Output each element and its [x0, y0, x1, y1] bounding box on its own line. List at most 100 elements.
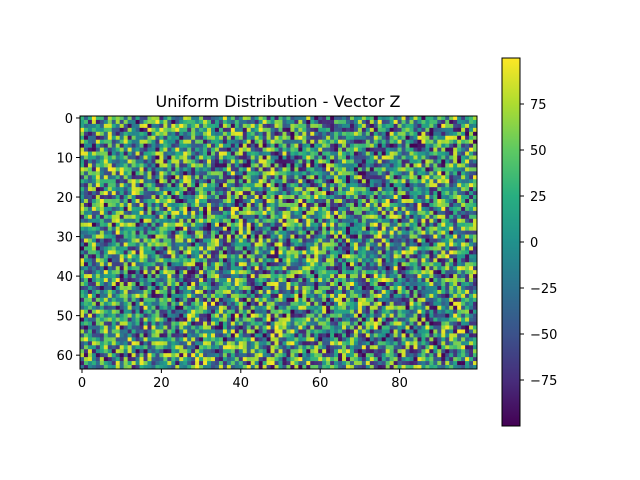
heatmap-cell — [123, 285, 128, 291]
heatmap-cell — [123, 289, 128, 295]
heatmap-cell — [230, 155, 236, 160]
heatmap-cell — [262, 119, 267, 125]
heatmap-cell — [147, 159, 152, 164]
heatmap-cell — [218, 187, 224, 192]
heatmap-cell — [151, 278, 156, 283]
heatmap-cell — [349, 266, 355, 271]
heatmap-cell — [103, 274, 109, 279]
heatmap-cell — [258, 214, 263, 220]
heatmap-cell — [159, 167, 164, 172]
heatmap-cell — [449, 163, 454, 168]
heatmap-cell — [222, 234, 228, 239]
heatmap-cell — [214, 119, 220, 125]
heatmap-cell — [199, 309, 204, 314]
heatmap-cell — [135, 293, 140, 299]
heatmap-cell — [258, 206, 263, 212]
heatmap-cell — [302, 226, 307, 231]
heatmap-cell — [469, 238, 474, 243]
heatmap-cell — [135, 230, 140, 235]
heatmap-cell — [167, 167, 172, 172]
heatmap-cell — [203, 135, 208, 141]
heatmap-cell — [338, 226, 343, 231]
heatmap-cell — [111, 135, 117, 141]
heatmap-cell — [310, 301, 315, 307]
heatmap-cell — [441, 183, 446, 188]
heatmap-cell — [99, 297, 105, 303]
heatmap-cell — [155, 163, 160, 168]
heatmap-cell — [345, 183, 351, 188]
heatmap-cell — [473, 123, 478, 129]
heatmap-cell — [437, 155, 442, 160]
heatmap-cell — [155, 151, 160, 156]
heatmap-cell — [203, 131, 208, 137]
heatmap-cell — [258, 230, 263, 235]
heatmap-cell — [365, 278, 371, 283]
heatmap-cell — [397, 210, 402, 216]
heatmap-cell — [397, 309, 402, 314]
heatmap-cell — [143, 278, 148, 283]
heatmap-cell — [294, 289, 299, 295]
heatmap-cell — [175, 254, 180, 259]
heatmap-cell — [274, 155, 279, 160]
heatmap-cell — [457, 159, 462, 164]
heatmap-cell — [107, 195, 113, 200]
heatmap-cell — [179, 293, 184, 299]
heatmap-cell — [342, 234, 347, 239]
heatmap-cell — [155, 143, 160, 148]
heatmap-cell — [369, 226, 375, 231]
heatmap-cell — [369, 195, 375, 200]
heatmap-cell — [163, 202, 168, 208]
heatmap-cell — [155, 147, 160, 152]
heatmap-cell — [282, 234, 287, 239]
heatmap-cell — [469, 135, 474, 141]
heatmap-cell — [87, 309, 93, 314]
heatmap-cell — [147, 250, 152, 255]
heatmap-cell — [167, 214, 172, 220]
heatmap-cell — [195, 143, 200, 148]
heatmap-cell — [413, 123, 418, 129]
heatmap-cell — [230, 305, 236, 310]
heatmap-cell — [179, 195, 184, 200]
heatmap-cell — [330, 210, 335, 216]
heatmap-cell — [361, 250, 367, 255]
heatmap-cell — [318, 297, 323, 303]
heatmap-cell — [397, 285, 402, 291]
heatmap-cell — [187, 254, 192, 259]
heatmap-cell — [179, 159, 184, 164]
heatmap-cell — [433, 278, 438, 283]
heatmap-cell — [179, 175, 184, 180]
heatmap-cell — [361, 202, 367, 208]
heatmap-cell — [342, 297, 347, 303]
heatmap-cell — [270, 135, 275, 141]
heatmap-cell — [167, 297, 172, 303]
heatmap-cell — [214, 139, 220, 144]
heatmap-cell — [119, 301, 124, 307]
heatmap-cell — [234, 238, 240, 243]
heatmap-cell — [377, 301, 383, 307]
heatmap-cell — [242, 297, 248, 303]
heatmap-cell — [401, 131, 406, 137]
heatmap-cell — [282, 187, 287, 192]
heatmap-cell — [143, 175, 148, 180]
heatmap-cell — [127, 179, 132, 184]
heatmap-cell — [409, 270, 414, 275]
heatmap-cell — [453, 293, 458, 299]
heatmap-cell — [179, 116, 184, 121]
heatmap-cell — [250, 258, 255, 263]
heatmap-cell — [80, 289, 85, 295]
heatmap-cell — [175, 297, 180, 303]
heatmap-cell — [266, 183, 271, 188]
heatmap-cell — [334, 135, 339, 141]
heatmap-cell — [357, 119, 363, 125]
heatmap-cell — [401, 242, 406, 247]
heatmap-cell — [151, 195, 156, 200]
heatmap-cell — [429, 195, 434, 200]
heatmap-cell — [306, 163, 311, 168]
heatmap-cell — [326, 151, 331, 156]
heatmap-cell — [207, 274, 212, 279]
heatmap-cell — [298, 163, 303, 168]
heatmap-cell — [310, 116, 315, 121]
heatmap-cell — [318, 191, 323, 196]
heatmap-cell — [131, 139, 136, 144]
heatmap-cell — [218, 131, 224, 137]
